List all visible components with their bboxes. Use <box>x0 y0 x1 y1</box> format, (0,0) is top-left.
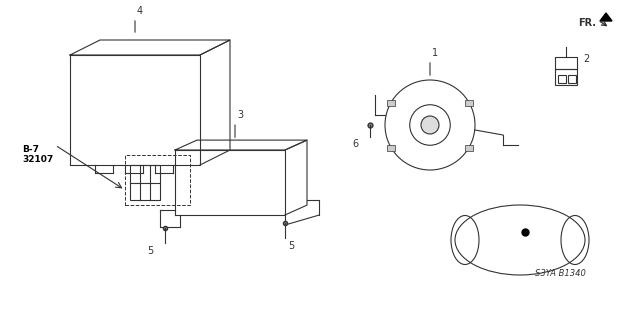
Bar <box>555 57 577 69</box>
Bar <box>555 69 577 85</box>
Text: S3YA B1340: S3YA B1340 <box>535 269 586 278</box>
Text: 5: 5 <box>147 246 153 256</box>
Text: 5: 5 <box>288 241 294 251</box>
Text: 1: 1 <box>432 48 438 58</box>
Bar <box>130 165 160 200</box>
Bar <box>568 75 576 83</box>
Circle shape <box>421 116 439 134</box>
Bar <box>387 100 395 106</box>
Bar <box>125 155 190 205</box>
Bar <box>465 100 473 106</box>
Bar <box>387 145 395 150</box>
Text: 2: 2 <box>583 54 589 64</box>
Text: 3: 3 <box>237 110 243 120</box>
Text: 4: 4 <box>137 6 143 16</box>
Text: B-7
32107: B-7 32107 <box>22 145 53 164</box>
Text: 6: 6 <box>352 139 358 149</box>
Text: FR.: FR. <box>578 18 596 28</box>
Bar <box>465 145 473 150</box>
Polygon shape <box>600 13 612 21</box>
Bar <box>558 75 566 83</box>
